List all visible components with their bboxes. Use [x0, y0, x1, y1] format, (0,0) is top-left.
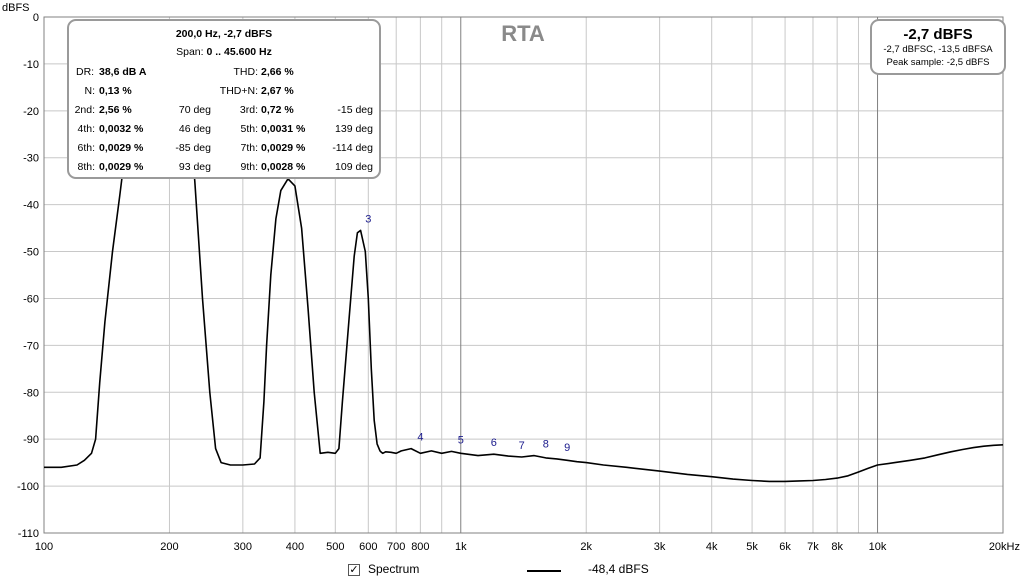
thd-value: 2,66 % — [261, 66, 294, 78]
x-tick-label: 6k — [779, 541, 791, 553]
x-tick-label: 100 — [35, 541, 53, 553]
y-tick-label: -100 — [17, 481, 39, 493]
harmonic-label: 3rd: — [239, 104, 258, 116]
harmonic-value: 2,56 % — [99, 104, 132, 116]
x-tick-label: 400 — [286, 541, 304, 553]
dr-value: 38,6 dB A — [99, 66, 147, 78]
x-tick-label: 500 — [326, 541, 344, 553]
harmonic-marker: 9 — [564, 442, 570, 454]
x-tick-label: 1k — [455, 541, 467, 553]
x-tick-label: 2k — [580, 541, 592, 553]
x-tick-label: 7k — [807, 541, 819, 553]
level-readout-box: -2,7 dBFS -2,7 dBFSC, -13,5 dBFSA Peak s… — [870, 19, 1006, 75]
harmonic-label: 4th: — [77, 123, 95, 135]
x-tick-label: 300 — [234, 541, 252, 553]
legend-series-label: -48,4 dBFS — [588, 562, 649, 576]
level-peak-sample: Peak sample: -2,5 dBFS — [886, 57, 990, 68]
harmonic-value: 0,0029 % — [99, 142, 144, 154]
harmonic-label: 2nd: — [74, 104, 95, 116]
harmonic-marker: 4 — [417, 432, 423, 444]
harmonic-label: 8th: — [77, 161, 95, 173]
harmonic-value: 0,72 % — [261, 104, 294, 116]
harmonic-phase: 70 deg — [178, 104, 211, 116]
x-tick-label: 600 — [359, 541, 377, 553]
x-tick-label: 20kHz — [989, 541, 1020, 553]
harmonic-marker: 8 — [543, 439, 549, 451]
harmonic-phase: 46 deg — [178, 123, 211, 135]
harmonic-label: 6th: — [77, 142, 95, 154]
x-tick-label: 4k — [706, 541, 718, 553]
span-readout: Span: 0 .. 45.600 Hz — [176, 46, 272, 58]
spectrum-checkbox[interactable]: ✓ — [348, 564, 360, 576]
harmonic-marker: 6 — [491, 437, 497, 449]
level-weighted: -2,7 dBFSC, -13,5 dBFSA — [883, 44, 993, 55]
level-main: -2,7 dBFS — [903, 26, 973, 43]
thdn-label: THD+N: — [219, 85, 258, 97]
x-tick-label: 800 — [411, 541, 429, 553]
measurement-info-box: 200,0 Hz, -2,7 dBFS Span: 0 .. 45.600 Hz… — [67, 19, 381, 179]
harmonic-phase: 139 deg — [335, 123, 373, 135]
y-tick-label: -110 — [18, 528, 39, 540]
n-label: N: — [84, 85, 96, 97]
y-tick-label: -30 — [23, 153, 39, 165]
thd-label: THD: — [233, 66, 259, 78]
harmonic-value: 0,0031 % — [261, 123, 306, 135]
harmonic-marker: 3 — [365, 213, 371, 225]
frequency-level-readout: 200,0 Hz, -2,7 dBFS — [175, 28, 273, 40]
y-tick-label: -10 — [23, 59, 39, 71]
harmonic-markers: 3 4 5 6 7 8 9 — [365, 213, 570, 453]
x-tick-label: 8k — [831, 541, 843, 553]
y-tick-label: -70 — [23, 340, 39, 352]
spectrum-label: Spectrum — [368, 562, 420, 576]
plot-frame — [43, 16, 1004, 534]
y-tick-label: -60 — [23, 293, 39, 305]
harmonic-phase: -15 deg — [337, 104, 373, 116]
x-tick-label: 700 — [387, 541, 405, 553]
thdn-value: 2,67 % — [261, 85, 294, 97]
y-tick-label: -20 — [23, 106, 39, 118]
y-tick-label: -40 — [23, 200, 39, 212]
harmonic-value: 0,0028 % — [261, 161, 306, 173]
y-tick-label: -50 — [23, 247, 39, 259]
harmonic-marker: 7 — [519, 440, 525, 452]
harmonic-label: 9th: — [240, 161, 258, 173]
x-tick-label: 10k — [869, 541, 887, 553]
harmonic-value: 0,0032 % — [99, 123, 144, 135]
x-tick-label: 200 — [160, 541, 178, 553]
harmonic-label: 5th: — [240, 123, 258, 135]
harmonic-phase: 109 deg — [335, 161, 373, 173]
legend-line-swatch — [527, 570, 561, 572]
x-tick-label: 5k — [746, 541, 758, 553]
harmonic-phase: -114 deg — [332, 142, 373, 154]
x-tick-label: 3k — [654, 541, 666, 553]
y-tick-label: -80 — [23, 387, 39, 399]
n-value: 0,13 % — [99, 85, 132, 97]
harmonic-phase: -85 deg — [175, 142, 211, 154]
harmonic-marker: 5 — [458, 434, 464, 446]
harmonic-label: 7th: — [240, 142, 258, 154]
dr-label: DR: — [76, 66, 95, 78]
chart-title: RTA — [501, 21, 545, 46]
harmonic-value: 0,0029 % — [99, 161, 144, 173]
y-tick-label: -90 — [23, 434, 39, 446]
harmonic-phase: 93 deg — [178, 161, 211, 173]
harmonic-value: 0,0029 % — [261, 142, 306, 154]
y-tick-label: 0 — [33, 12, 39, 24]
y-axis-label: dBFS — [2, 2, 30, 14]
